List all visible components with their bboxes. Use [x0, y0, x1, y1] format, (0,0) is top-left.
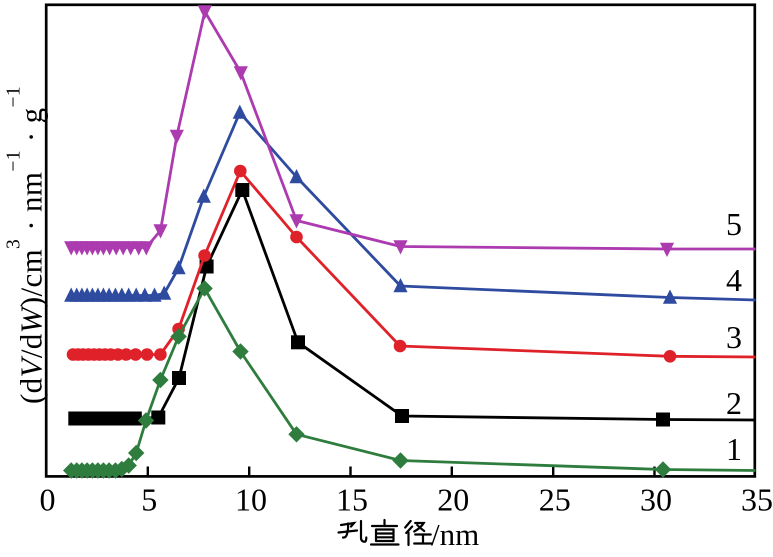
- svg-text:5: 5: [726, 206, 742, 242]
- svg-text:5: 5: [141, 482, 157, 518]
- svg-text:2: 2: [726, 385, 742, 421]
- svg-text:3: 3: [726, 319, 742, 355]
- svg-text:30: 30: [640, 482, 672, 518]
- svg-text:4: 4: [726, 262, 742, 298]
- svg-text:20: 20: [437, 482, 469, 518]
- svg-text:1: 1: [726, 431, 742, 467]
- svg-text:25: 25: [539, 482, 571, 518]
- svg-text:0: 0: [40, 482, 56, 518]
- svg-text:10: 10: [235, 482, 267, 518]
- svg-text:35: 35: [741, 482, 773, 518]
- svg-text:15: 15: [336, 482, 368, 518]
- svg-text:/nm: /nm: [431, 517, 479, 552]
